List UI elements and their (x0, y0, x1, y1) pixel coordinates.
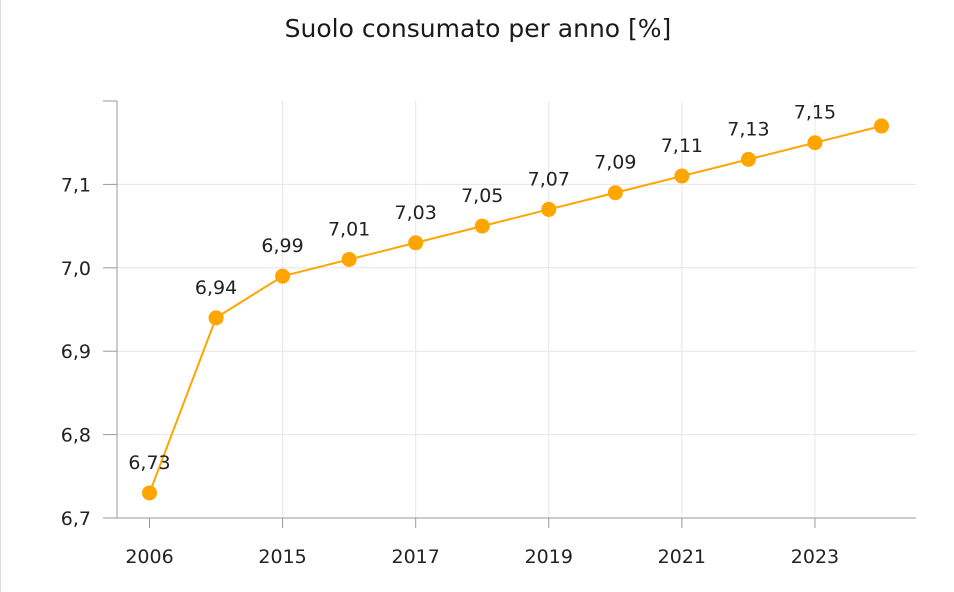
x-tick-label: 2019 (525, 546, 573, 568)
data-point (275, 268, 291, 284)
x-tick-label: 2006 (125, 546, 173, 568)
data-label: 7,03 (395, 202, 437, 224)
x-tick-label: 2021 (658, 546, 706, 568)
y-tick-label: 6,9 (61, 341, 91, 363)
data-label: 7,11 (661, 135, 703, 157)
x-tick-label: 2017 (392, 546, 440, 568)
grid-lines (117, 101, 916, 518)
series-layer (142, 118, 889, 501)
data-label: 7,13 (727, 118, 769, 140)
axes: 6,7 6,8 6,9 7,0 7,1 2006 2015 2017 2019 2021 2023 (61, 100, 916, 568)
y-tick-label: 7,1 (61, 174, 91, 196)
data-label: 6,99 (261, 235, 303, 257)
data-point (740, 151, 756, 167)
series-line (148, 125, 882, 494)
data-label: 6,73 (128, 452, 170, 474)
data-point (674, 168, 690, 184)
data-point (142, 485, 157, 501)
data-point (874, 118, 889, 134)
data-point (341, 251, 357, 267)
data-label: 7,09 (594, 152, 636, 174)
data-point (474, 218, 490, 234)
data-point (408, 235, 424, 251)
x-tick-label: 2023 (791, 546, 839, 568)
data-point (607, 185, 623, 201)
y-tick-label: 7,0 (61, 258, 91, 280)
y-tick-label: 6,8 (61, 425, 91, 447)
data-point (208, 310, 224, 326)
data-label: 6,94 (195, 277, 237, 299)
x-tick-label: 2015 (258, 546, 306, 568)
y-tick-label: 6,7 (61, 508, 91, 530)
labels-layer: 6,73 6,94 6,99 7,01 7,03 7,05 7,07 7,09 7,11 7,13… (128, 102, 836, 474)
data-point (807, 135, 823, 151)
data-point (541, 201, 557, 217)
data-label: 7,05 (461, 185, 503, 207)
data-label: 7,15 (794, 102, 836, 124)
data-label: 7,01 (328, 218, 370, 240)
data-label: 7,07 (528, 168, 570, 190)
chart-title: Suolo consumato per anno [%] (284, 14, 672, 43)
